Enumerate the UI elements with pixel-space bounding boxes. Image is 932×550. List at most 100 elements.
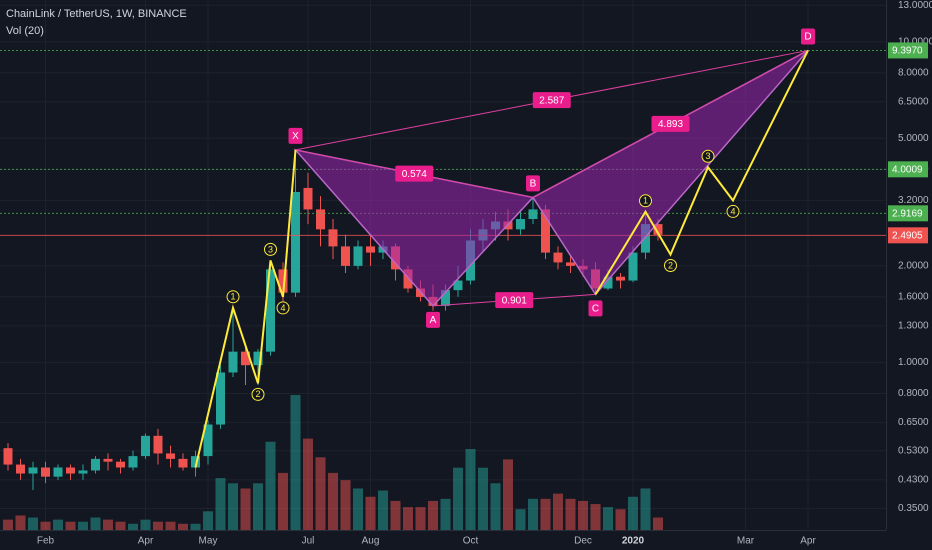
candle-body — [153, 435, 163, 454]
wave-label: 1 — [643, 196, 648, 206]
volume-bar — [340, 480, 351, 530]
volume-bar — [215, 478, 226, 530]
x-tick-label: Mar — [737, 536, 755, 547]
pattern-point-box — [801, 28, 815, 45]
ratio-box — [495, 292, 534, 309]
candle-body — [178, 458, 188, 468]
volume-bar — [303, 438, 313, 530]
candle-body — [516, 219, 525, 230]
volume-bar — [128, 523, 138, 530]
candle-body — [203, 424, 213, 457]
volume-bar — [415, 507, 426, 530]
volume-bar — [553, 493, 563, 530]
volume-bar — [590, 504, 601, 530]
volume-bar — [515, 509, 526, 530]
wave-marker — [639, 194, 652, 208]
y-tick-label: 2.0000 — [898, 261, 929, 272]
y-tick-label: 1.3000 — [898, 320, 929, 331]
candle-body — [166, 453, 175, 459]
volume-bar — [65, 521, 76, 530]
candle-body — [641, 224, 650, 253]
price-box — [888, 205, 928, 222]
volume-bar — [165, 521, 176, 530]
volume-bar — [390, 500, 401, 530]
volume-bar — [540, 498, 551, 530]
candle-body — [53, 467, 63, 477]
volume-bar — [290, 395, 301, 530]
volume-bar — [465, 449, 476, 530]
volume-bar — [478, 467, 488, 530]
candle-body — [91, 458, 100, 471]
pattern-point-label: A — [430, 315, 437, 326]
candle-body — [303, 187, 313, 210]
y-tick-label: 6.5000 — [898, 96, 929, 107]
candle-body — [3, 448, 13, 465]
wave-label: 2 — [668, 260, 673, 270]
volume-bar — [228, 483, 238, 530]
wave-label: 3 — [705, 151, 710, 161]
volume-bar — [203, 511, 213, 530]
volume-bar — [115, 521, 126, 530]
wave-marker — [276, 301, 290, 315]
ratio-box — [651, 115, 690, 132]
y-tick-label: 10.0000 — [898, 36, 932, 47]
candle-body — [291, 191, 300, 293]
volume-bar — [78, 521, 88, 530]
volume-bar — [653, 517, 663, 530]
y-tick-label: 0.6500 — [898, 417, 929, 428]
wave-label: 4 — [280, 303, 285, 313]
candle-body — [191, 456, 200, 468]
volume-bar — [453, 467, 463, 530]
candle-body — [216, 372, 225, 425]
volume-bar — [565, 498, 576, 530]
volume-title: Vol (20) — [6, 25, 44, 37]
y-tick-label: 0.8000 — [898, 388, 929, 399]
volume-bar — [315, 457, 326, 530]
candle-body — [553, 252, 563, 263]
y-tick-label: 0.5300 — [898, 445, 929, 456]
candle-body — [616, 276, 625, 281]
candle-body — [116, 461, 125, 468]
volume-bar — [328, 472, 338, 530]
y-tick-label: 3.2000 — [898, 195, 929, 206]
volume-bar — [190, 523, 201, 530]
y-tick-label: 8.0000 — [898, 67, 929, 78]
wave-line — [594, 49, 809, 295]
wave-marker — [264, 242, 277, 256]
candle-body — [28, 467, 38, 474]
y-tick-label: 0.4300 — [898, 475, 929, 486]
price-box — [888, 227, 928, 244]
wave-marker — [701, 149, 715, 163]
candle-body — [253, 351, 263, 366]
wave-label: 4 — [730, 206, 735, 216]
volume-bar — [240, 488, 251, 530]
volume-bar — [490, 483, 501, 530]
volume-bar — [503, 459, 513, 530]
volume-bar — [15, 515, 26, 530]
candle-body — [278, 269, 288, 293]
volume-bar — [628, 496, 638, 530]
volume-bar — [278, 472, 288, 530]
y-tick-label: 13.0000 — [898, 0, 932, 11]
pattern-point-label: X — [292, 131, 299, 142]
x-tick-label: Aug — [362, 536, 380, 547]
volume-bar — [3, 519, 13, 530]
volume-bar — [253, 483, 263, 530]
wave-marker — [664, 259, 677, 273]
ratio-box — [532, 92, 571, 109]
pattern-point-box — [288, 127, 303, 144]
wave-label: 1 — [230, 292, 235, 302]
price-label: 9.3970 — [892, 46, 923, 57]
volume-bar — [53, 519, 63, 530]
ratio-box — [395, 165, 434, 182]
volume-bar — [28, 517, 38, 530]
y-tick-label: 5.0000 — [898, 133, 929, 144]
volume-bar — [603, 507, 613, 530]
volume-bar — [640, 488, 651, 530]
candle-body — [403, 269, 413, 289]
wave-label: 3 — [268, 244, 273, 254]
x-tick-label: Dec — [574, 536, 592, 547]
ratio-label: 0.901 — [502, 295, 527, 306]
price-box — [888, 161, 928, 178]
